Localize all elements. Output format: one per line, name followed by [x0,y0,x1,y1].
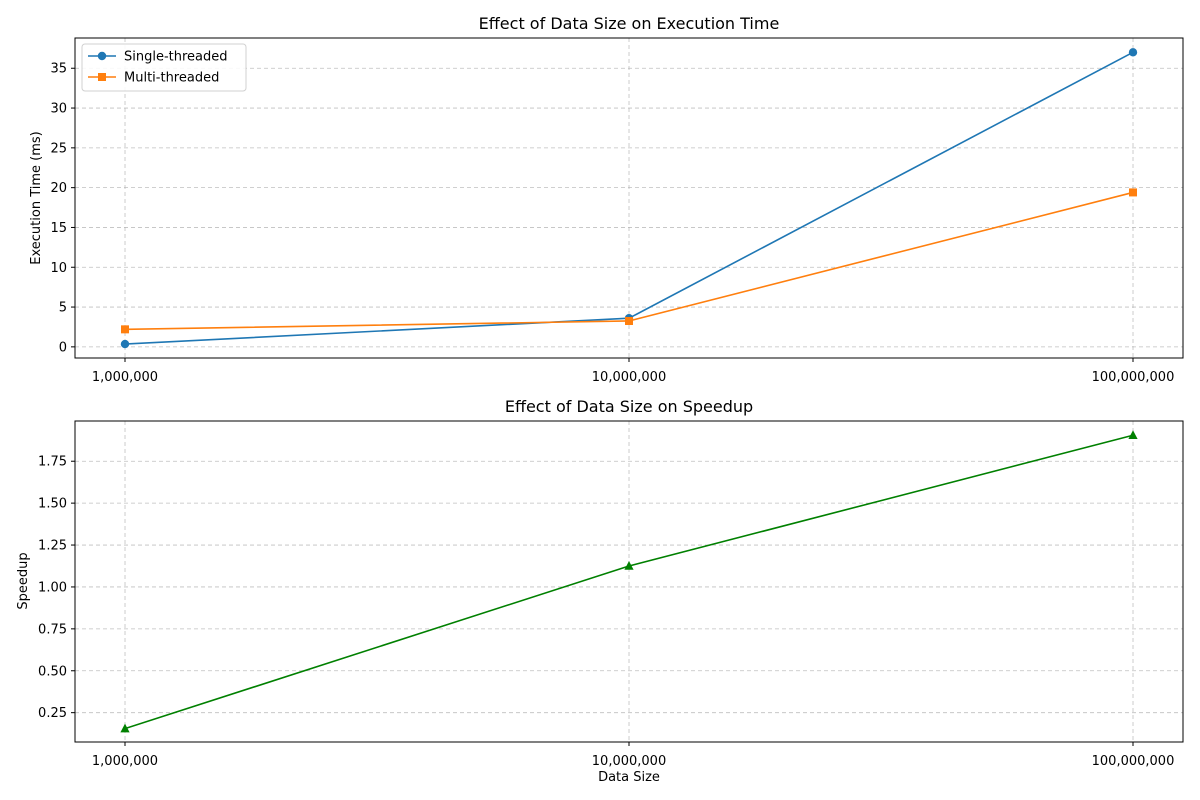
execution-time-chart: Effect of Data Size on Execution Time Ex… [29,14,1184,385]
speedup-chart: Effect of Data Size on Speedup Speedup D… [16,397,1184,785]
data-point [624,560,634,570]
y-tick-label: 35 [50,62,67,77]
data-point [1128,48,1138,57]
legend-label: Single-threaded [124,50,228,65]
legend-label: Multi-threaded [124,71,219,86]
x-tick-label: 1,000,000 [92,754,158,769]
series [120,430,1138,733]
y-tick-label: 1.75 [38,455,67,470]
data-point [98,73,106,81]
data-point [97,51,107,61]
x-tick-label: 1,000,000 [92,370,158,385]
y-tick-label: 0.75 [38,622,67,637]
x-tick-label: 10,000,000 [592,370,666,385]
grid [75,38,1183,358]
series [120,48,1138,349]
y-tick-label: 25 [50,141,67,156]
y-tick-label: 10 [50,261,67,276]
y-tick-label: 1.50 [38,497,67,512]
series [121,188,1137,334]
y-tick-label: 1.00 [38,580,67,595]
plot-frame [74,37,1184,359]
data-point [120,339,130,349]
y-tick-label: 0 [59,340,67,355]
data-point [1128,430,1138,440]
x-axis-label: Data Size [598,770,660,785]
y-axis-label: Speedup [16,552,31,609]
data-point [121,325,129,334]
plot-frame [74,420,1184,743]
y-tick-label: 30 [50,102,67,117]
grid [75,421,1183,742]
x-tick-label: 100,000,000 [1092,370,1175,385]
y-tick-label: 20 [50,181,67,196]
x-tick-label: 100,000,000 [1092,754,1175,769]
legend: Single-threaded Multi-threaded [81,43,247,92]
y-axis-label: Execution Time (ms) [29,131,44,264]
x-tick-label: 10,000,000 [592,754,666,769]
chart-title: Effect of Data Size on Speedup [505,397,753,416]
data-point [120,723,130,733]
series-line [124,191,1134,331]
data-point [1129,188,1137,197]
y-tick-label: 15 [50,221,67,236]
chart-title: Effect of Data Size on Execution Time [479,14,780,33]
data-point [625,316,633,325]
y-tick-label: 0.50 [38,664,67,679]
legend-box [81,43,247,92]
y-tick-label: 1.25 [38,539,67,554]
y-tick-label: 0.25 [38,706,67,721]
y-tick-label: 5 [59,301,67,316]
